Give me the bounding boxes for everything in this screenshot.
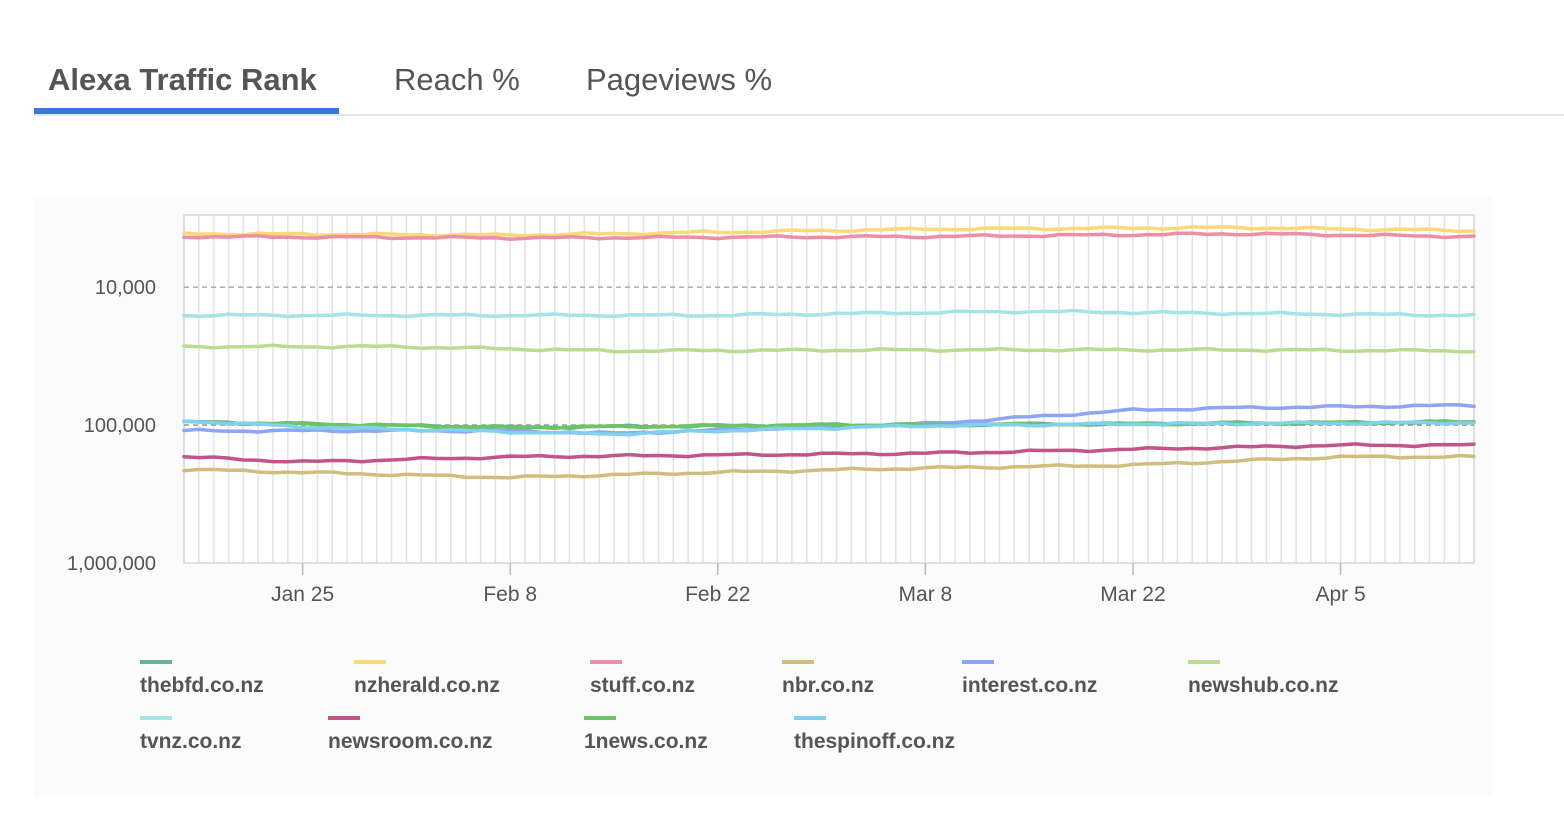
chart-card: 10,000 100,000 1,000,000 Jan 25 Feb 8 Feb 22 M… (34, 197, 1492, 797)
legend-swatch (782, 660, 814, 664)
legend-swatch (140, 716, 172, 720)
tab-bar: Alexa Traffic Rank Reach % Pageviews % (34, 40, 1564, 116)
legend-label: thebfd.co.nz (140, 674, 264, 697)
legend-label: tvnz.co.nz (140, 730, 242, 753)
x-tick-label: Feb 8 (483, 583, 537, 606)
x-tick-label: Apr 5 (1315, 583, 1365, 606)
legend-swatch (1188, 660, 1220, 664)
x-tick-label: Jan 25 (271, 583, 334, 606)
legend-swatch (584, 716, 616, 720)
y-tick-label: 10,000 (95, 277, 156, 299)
legend-label: nbr.co.nz (782, 674, 875, 697)
x-tick-label: Mar 22 (1100, 583, 1165, 606)
plot-border (183, 214, 1475, 564)
series-line-nbr-co-nz (182, 453, 1476, 480)
legend-label: interest.co.nz (962, 674, 1098, 697)
legend-label: thespinoff.co.nz (794, 730, 955, 753)
legend-label: 1news.co.nz (584, 730, 708, 753)
legend-swatch (590, 660, 622, 664)
y-tick-label: 100,000 (84, 415, 156, 437)
legend-label: newsroom.co.nz (328, 730, 493, 753)
tab-reach[interactable]: Reach % (394, 62, 520, 97)
series-line-newshub-co-nz (182, 343, 1476, 354)
x-tick-label: Mar 8 (899, 583, 953, 606)
series-line-thespinoff-co-nz (182, 419, 1476, 437)
tab-pageviews[interactable]: Pageviews % (586, 62, 773, 97)
series-line-tvnz-co-nz (182, 308, 1476, 319)
traffic-rank-chart: 10,000 100,000 1,000,000 Jan 25 Feb 8 Feb 22 M… (67, 214, 1476, 606)
series-line-nzherald-co-nz (182, 225, 1476, 238)
legend-swatch (328, 716, 360, 720)
legend-label: stuff.co.nz (590, 674, 695, 697)
legend-swatch (794, 716, 826, 720)
x-tick-label: Feb 22 (685, 583, 750, 606)
legend-swatch (140, 660, 172, 664)
legend-swatch (354, 660, 386, 664)
plot-area (184, 215, 1474, 563)
legend-label: nzherald.co.nz (354, 674, 500, 697)
series-line-newsroom-co-nz (182, 442, 1476, 464)
legend-label: newshub.co.nz (1188, 674, 1339, 697)
tab-alexa-traffic-rank[interactable]: Alexa Traffic Rank (34, 62, 339, 114)
series-line-stuff-co-nz (182, 231, 1476, 241)
legend-swatch (962, 660, 994, 664)
y-tick-label: 1,000,000 (67, 553, 156, 575)
